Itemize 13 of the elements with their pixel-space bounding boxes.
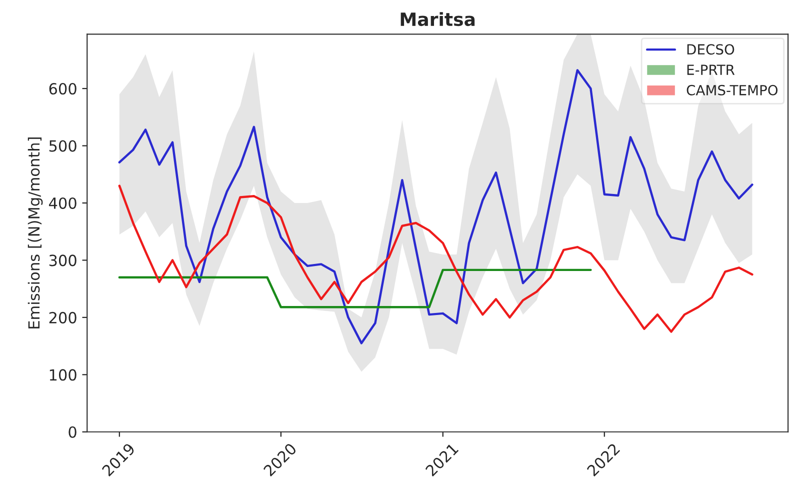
y-tick-label: 100 <box>50 369 76 381</box>
y-tick-label: 200 <box>49 312 76 324</box>
y-tick-label: 300 <box>49 254 76 266</box>
y-tick-label: 600 <box>49 82 76 95</box>
chart-title: Maritsa <box>400 12 475 26</box>
legend-label: CAMS-TEMPO <box>686 84 778 96</box>
line-series <box>118 184 754 333</box>
y-tick-label: 500 <box>49 140 76 152</box>
legend-label: DECSO <box>687 44 734 55</box>
y-tick-label: 400 <box>48 197 76 209</box>
y-tick-label: 0 <box>68 426 76 438</box>
legend-label: E-PRTR <box>687 64 735 75</box>
y-axis-title: Emissions [(N)Mg/month] <box>28 137 43 328</box>
